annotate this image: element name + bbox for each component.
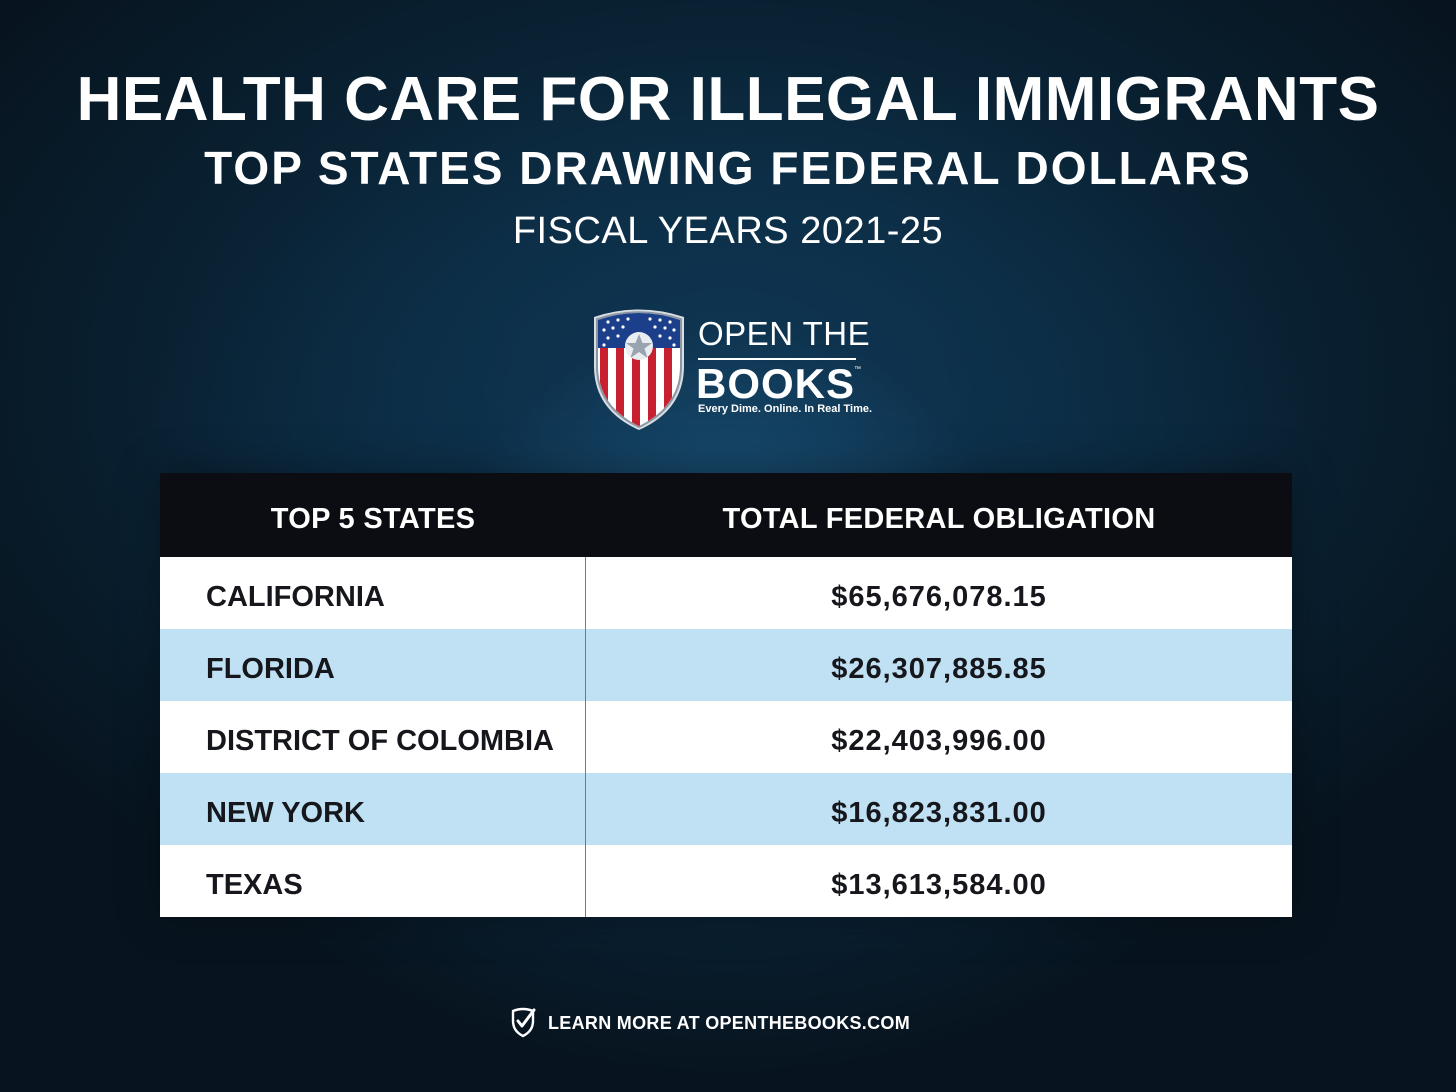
amount-cell: $16,823,831.00 xyxy=(831,797,1047,829)
table-row: CALIFORNIA $65,676,078.15 xyxy=(160,557,1292,629)
state-cell: DISTRICT OF COLOMBIA xyxy=(206,725,554,757)
footer-link[interactable]: LEARN MORE AT OPENTHEBOOKS.COM xyxy=(510,1006,960,1040)
logo-tagline: Every Dime. Online. In Real Time. xyxy=(698,403,873,415)
amount-cell: $26,307,885.85 xyxy=(831,653,1047,685)
table-row: FLORIDA $26,307,885.85 xyxy=(160,629,1292,701)
footer-text[interactable]: LEARN MORE AT OPENTHEBOOKS.COM xyxy=(548,1013,911,1033)
state-cell: NEW YORK xyxy=(206,797,365,829)
page-subtitle: TOP STATES DRAWING FEDERAL DOLLARS xyxy=(204,142,1252,194)
amount-cell: $22,403,996.00 xyxy=(831,725,1047,757)
shield-flag-icon xyxy=(594,309,684,430)
amount-cell: $65,676,078.15 xyxy=(831,581,1047,613)
logo-text-open-the: OPEN THE xyxy=(698,315,871,352)
column-divider xyxy=(585,557,586,917)
table-row: DISTRICT OF COLOMBIA $22,403,996.00 xyxy=(160,701,1292,773)
state-cell: FLORIDA xyxy=(206,653,335,685)
logo-divider xyxy=(698,358,856,360)
column-header-amount: TOTAL FEDERAL OBLIGATION xyxy=(722,503,1156,535)
column-header-state: TOP 5 STATES xyxy=(270,503,476,535)
state-cell: CALIFORNIA xyxy=(206,581,385,613)
table-row: TEXAS $13,613,584.00 xyxy=(160,845,1292,917)
states-table: TOP 5 STATES TOTAL FEDERAL OBLIGATION CA… xyxy=(160,473,1292,917)
table-header: TOP 5 STATES TOTAL FEDERAL OBLIGATION xyxy=(160,473,1292,557)
fiscal-period: FISCAL YEARS 2021-25 xyxy=(512,210,944,252)
amount-cell: $13,613,584.00 xyxy=(831,869,1047,901)
state-cell: TEXAS xyxy=(206,869,303,901)
shield-check-icon xyxy=(511,1007,536,1038)
logo-text-books: BOOKS xyxy=(696,360,856,407)
page-title: HEALTH CARE FOR ILLEGAL IMMIGRANTS xyxy=(76,65,1380,134)
logo-trademark: ™ xyxy=(854,366,861,373)
table-row: NEW YORK $16,823,831.00 xyxy=(160,773,1292,845)
open-the-books-logo: OPEN THE BOOKS ™ Every Dime. Online. In … xyxy=(590,308,880,432)
